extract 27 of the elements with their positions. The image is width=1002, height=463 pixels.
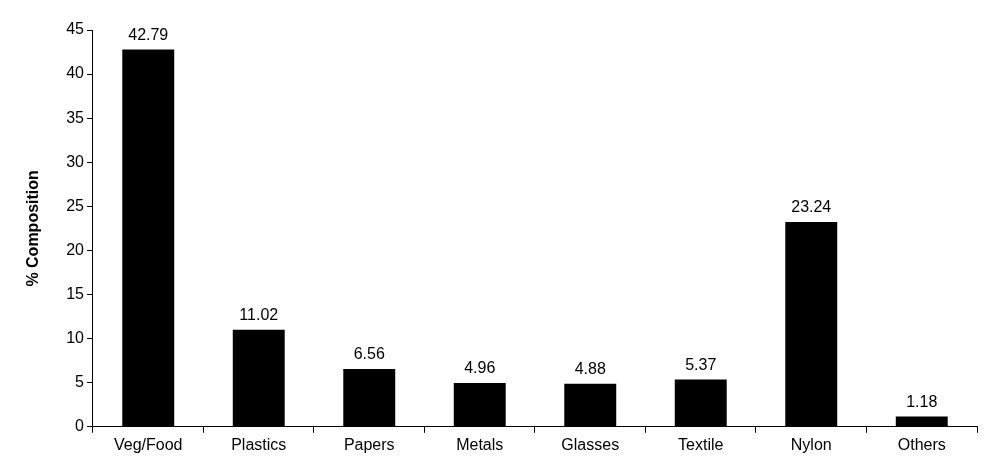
y-tick-label: 40 [66, 64, 85, 82]
data-label: 5.37 [685, 355, 717, 373]
data-label: 1.18 [906, 392, 938, 410]
x-tick-label: Textile [678, 435, 724, 453]
y-tick-label: 10 [66, 329, 85, 347]
x-tick-label: Papers [343, 435, 395, 453]
data-label: 6.56 [353, 345, 385, 363]
data-label: 42.79 [128, 25, 169, 43]
y-tick-label: 30 [66, 152, 85, 170]
x-tick-label: Nylon [790, 435, 832, 453]
x-tick-label: Veg/Food [114, 435, 183, 453]
x-tick-label: Metals [456, 435, 504, 453]
y-axis-title: % Composition [24, 170, 42, 287]
y-tick-label: 15 [66, 284, 85, 302]
x-tick-label: Others [897, 435, 946, 453]
data-label: 4.88 [574, 360, 606, 378]
y-tick-label: 5 [75, 373, 85, 391]
x-tick-label: Plastics [231, 435, 287, 453]
data-label: 11.02 [239, 306, 279, 324]
y-tick-label: 20 [66, 240, 85, 258]
x-tick-label: Glasses [561, 435, 620, 453]
y-tick-label: 0 [75, 417, 85, 435]
y-tick-label: 45 [66, 20, 85, 38]
data-label: 4.96 [464, 359, 496, 377]
y-tick-label: 35 [66, 108, 85, 126]
y-tick-label: 25 [66, 196, 85, 214]
data-label: 23.24 [791, 198, 832, 216]
